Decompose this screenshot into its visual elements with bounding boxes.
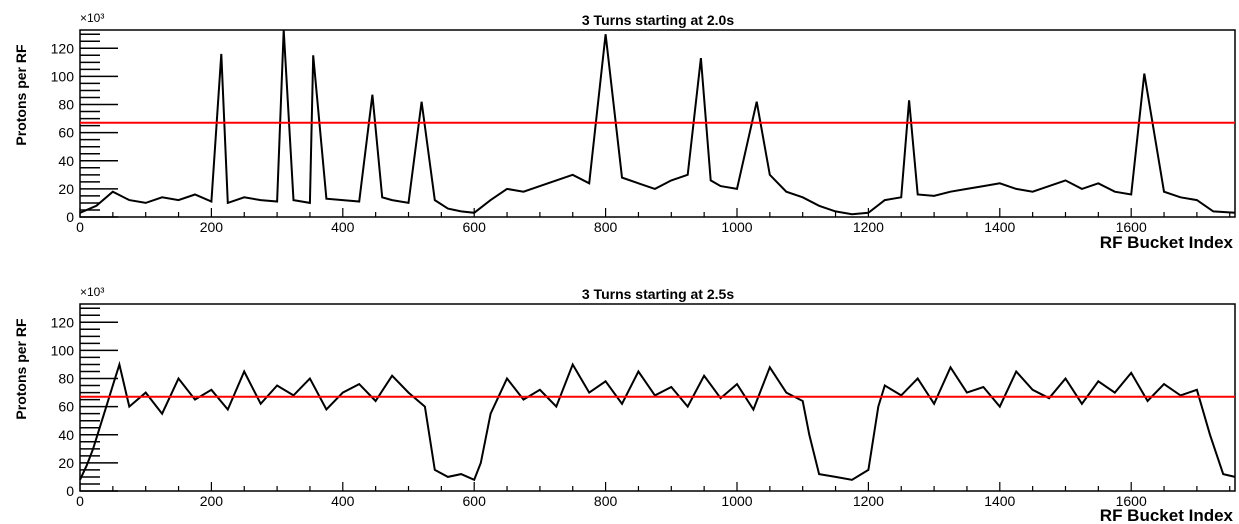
chart-title: 3 Turns starting at 2.0s	[582, 12, 734, 28]
y-axis-ticks: 0 20 40 60 80 100 120	[51, 307, 118, 499]
x-tick-label: 1200	[853, 219, 884, 235]
x-axis-label: RF Bucket Index	[1100, 233, 1234, 252]
y-tick-label: 20	[58, 181, 74, 197]
x-tick-label: 600	[463, 219, 487, 235]
y-axis-label: Protons per RF	[13, 44, 29, 146]
y-tick-label: 100	[51, 342, 75, 358]
x-tick-label: 400	[331, 219, 355, 235]
data-series-line	[79, 360, 1236, 482]
y-axis-label: Protons per RF	[13, 318, 29, 420]
x-tick-label: 1000	[721, 219, 752, 235]
x-axis-ticks: 0 200 400 600 800 1000 1200 1400 1600	[76, 208, 1231, 235]
x-tick-label: 1000	[721, 493, 752, 509]
x-tick-label: 600	[463, 493, 487, 509]
x-tick-label: 1200	[853, 493, 884, 509]
x-tick-label: 400	[331, 493, 355, 509]
y-tick-label: 0	[66, 209, 74, 225]
y-axis-multiplier: ×10³	[80, 285, 104, 299]
y-tick-label: 60	[58, 125, 74, 141]
data-series-line	[79, 29, 1236, 216]
y-tick-label: 100	[51, 68, 75, 84]
y-axis-ticks: 0 20 40 60 80 100 120	[51, 33, 118, 225]
y-tick-label: 120	[51, 40, 75, 56]
y-tick-label: 80	[58, 97, 74, 113]
x-tick-label: 1400	[984, 219, 1015, 235]
x-tick-label: 200	[200, 219, 224, 235]
x-tick-label: 800	[594, 493, 618, 509]
y-tick-label: 120	[51, 314, 75, 330]
x-axis-label: RF Bucket Index	[1100, 506, 1234, 524]
x-tick-label: 1600	[1116, 493, 1147, 509]
x-tick-label: 1600	[1116, 219, 1147, 235]
y-tick-label: 40	[58, 427, 74, 443]
chart-title: 3 Turns starting at 2.5s	[582, 286, 734, 302]
x-tick-label: 800	[594, 219, 618, 235]
y-tick-label: 60	[58, 399, 74, 415]
y-tick-label: 20	[58, 455, 74, 471]
y-tick-label: 40	[58, 153, 74, 169]
chart-panel-bottom: 0 20 40 60 80 100 120 0 200 400 600 800 1000 1200 140…	[13, 285, 1236, 524]
y-tick-label: 0	[66, 483, 74, 499]
x-tick-label: 1400	[984, 493, 1015, 509]
x-tick-label: 0	[76, 219, 84, 235]
y-axis-multiplier: ×10³	[80, 11, 104, 25]
y-tick-label: 80	[58, 371, 74, 387]
x-tick-label: 0	[76, 493, 84, 509]
chart-panel-top: 0 20 40 60 80 100 120 0 200 400 600 800 1000 1200 140…	[13, 11, 1236, 252]
x-tick-label: 200	[200, 493, 224, 509]
x-axis-ticks: 0 200 400 600 800 1000 1200 1400 1600	[76, 482, 1231, 509]
